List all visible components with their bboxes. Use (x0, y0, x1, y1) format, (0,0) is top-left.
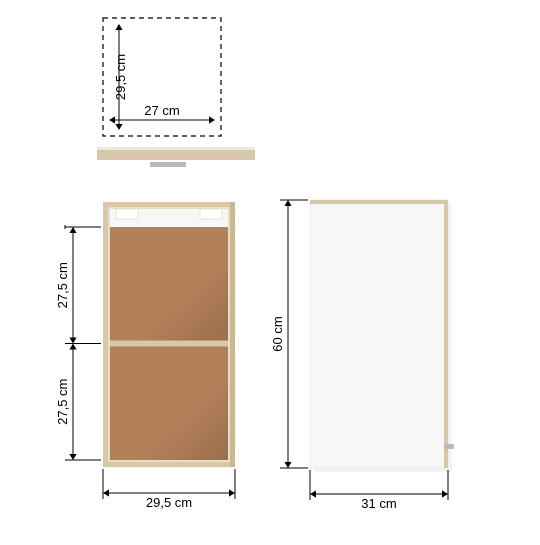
top-view-base (97, 150, 255, 160)
dim-label-v: 29,5 cm (113, 54, 128, 100)
dim-label-v: 27,5 cm (55, 262, 70, 308)
diagram-svg: 27 cm 29,5 cm 27,5 cm 27,5 cm 29,5 cm 60 cm 31… (0, 0, 540, 540)
dim-label-v: 60 cm (270, 316, 285, 351)
door-handle (444, 444, 454, 449)
dimension-diagram: 27 cm 29,5 cm 27,5 cm 27,5 cm 29,5 cm 60 cm 31… (0, 0, 540, 540)
dim-label-v: 27,5 cm (55, 379, 70, 425)
dim-label-h: 29,5 cm (146, 495, 192, 510)
shelf-divider (110, 341, 228, 347)
top-view-handle (150, 162, 186, 167)
dim-label-h: 27 cm (144, 103, 179, 118)
dim-label-h: 31 cm (361, 496, 396, 511)
front-closed-door (310, 200, 448, 468)
